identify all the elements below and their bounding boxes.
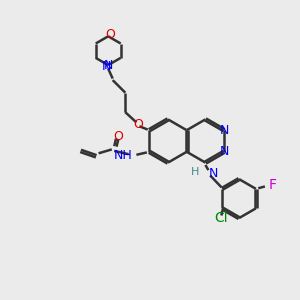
Text: O: O xyxy=(105,28,115,41)
Text: O: O xyxy=(113,130,123,143)
Text: N: N xyxy=(208,167,218,180)
Text: N: N xyxy=(220,145,230,158)
Text: N: N xyxy=(103,58,113,72)
Text: Cl: Cl xyxy=(214,211,227,225)
Text: N: N xyxy=(102,60,111,73)
Text: NH: NH xyxy=(113,149,132,162)
Text: H: H xyxy=(191,167,200,177)
Text: O: O xyxy=(133,118,143,131)
Text: F: F xyxy=(268,178,277,192)
Text: N: N xyxy=(220,124,230,137)
